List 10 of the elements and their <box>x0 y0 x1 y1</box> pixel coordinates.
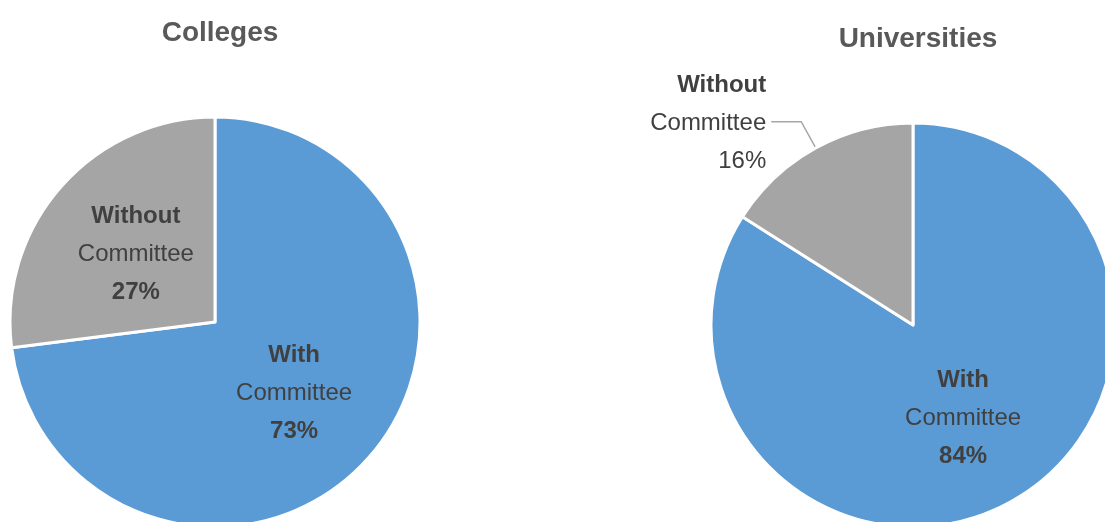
chart-title: Universities <box>838 21 998 53</box>
data-label: 84% <box>939 440 988 468</box>
chart-title: Colleges <box>161 15 279 47</box>
data-label: 27% <box>111 276 160 304</box>
slice-label: Without Committee <box>650 70 767 136</box>
slice-label: Without Committee <box>77 200 194 266</box>
data-label: 73% <box>270 416 319 444</box>
slice-label: With Committee <box>236 340 353 406</box>
slice-label: With Committee <box>905 364 1022 430</box>
data-label: 16% <box>718 146 767 174</box>
